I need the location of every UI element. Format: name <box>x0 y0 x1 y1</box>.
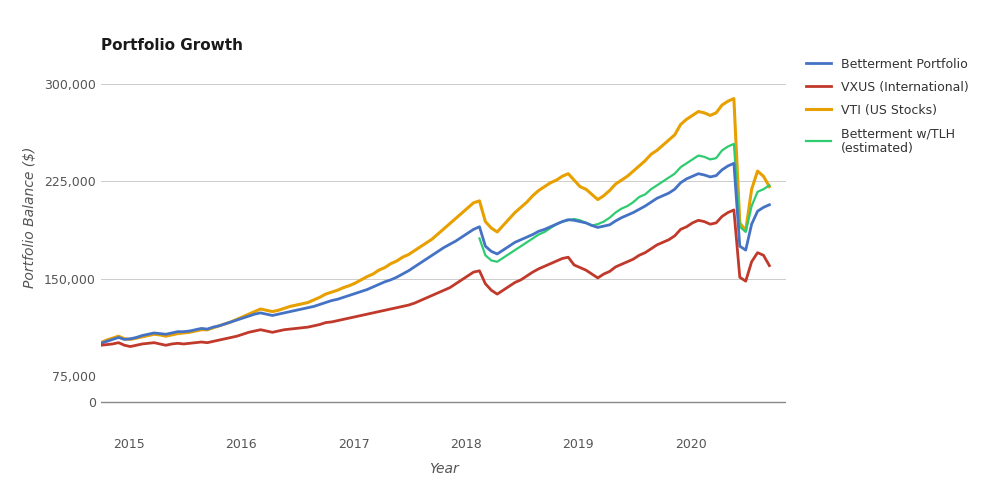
Line: VXUS (International): VXUS (International) <box>101 210 769 347</box>
VXUS (International) <box>95 342 107 348</box>
VXUS (International) <box>284 326 296 332</box>
VXUS (International) <box>532 266 544 272</box>
VXUS (International) <box>610 264 622 270</box>
Betterment w/TLH
(estimated) <box>604 215 616 221</box>
VTI (US Stocks) <box>171 331 183 337</box>
VTI (US Stocks) <box>763 184 775 189</box>
Betterment Portfolio <box>284 309 296 315</box>
VTI (US Stocks) <box>95 340 107 346</box>
X-axis label: Year: Year <box>428 462 459 476</box>
VXUS (International) <box>361 311 373 317</box>
Line: Betterment Portfolio: Betterment Portfolio <box>101 163 769 343</box>
Line: VTI (US Stocks): VTI (US Stocks) <box>101 98 769 343</box>
Betterment Portfolio <box>728 160 740 166</box>
Betterment Portfolio <box>763 202 775 207</box>
Line: Betterment w/TLH
(estimated): Betterment w/TLH (estimated) <box>480 144 769 262</box>
VTI (US Stocks) <box>526 193 538 199</box>
Y-axis label: Portfolio Balance ($): Portfolio Balance ($) <box>23 147 37 288</box>
VTI (US Stocks) <box>284 303 296 309</box>
VXUS (International) <box>124 344 136 350</box>
VXUS (International) <box>728 207 740 213</box>
Betterment Portfolio <box>278 310 290 316</box>
Betterment w/TLH
(estimated) <box>763 183 775 188</box>
VTI (US Stocks) <box>728 95 740 101</box>
VXUS (International) <box>290 325 302 331</box>
Betterment Portfolio <box>171 329 183 335</box>
VTI (US Stocks) <box>604 187 616 193</box>
Legend: Betterment Portfolio, VXUS (International), VTI (US Stocks), Betterment w/TLH
(e: Betterment Portfolio, VXUS (Internationa… <box>806 58 969 155</box>
Betterment Portfolio <box>355 289 367 295</box>
VXUS (International) <box>763 262 775 268</box>
Betterment Portfolio <box>604 222 616 228</box>
Text: Portfolio Growth: Portfolio Growth <box>101 38 243 53</box>
VTI (US Stocks) <box>278 305 290 311</box>
Betterment w/TLH
(estimated) <box>526 236 538 242</box>
Betterment Portfolio <box>526 232 538 238</box>
VXUS (International) <box>177 341 190 347</box>
Betterment Portfolio <box>95 340 107 346</box>
VTI (US Stocks) <box>355 277 367 283</box>
